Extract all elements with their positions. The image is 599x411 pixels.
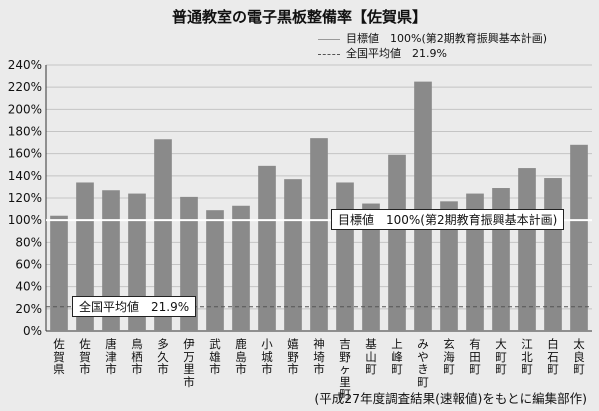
bar [232,205,250,331]
bar [544,178,562,331]
source-note: (平成27年度調査結果(速報値)をもとに編集部作) [314,391,587,406]
y-tick-label: 100% [8,213,42,227]
x-tick-label: 白石町 [547,337,559,377]
x-tick-label: 嬉野市 [287,337,299,377]
x-tick-label: 伊万里市 [183,337,195,389]
bar [388,154,406,331]
average-line-swatch [318,53,340,55]
legend-average: 全国平均値 21.9% [318,45,447,61]
bar [50,215,68,331]
average-annotation: 全国平均値 21.9% [72,296,197,317]
x-tick-label: 江北町 [521,337,533,377]
legend-target-label: 目標値 100%(第2期教育振興基本計画) [346,32,548,45]
x-tick-label: 鳥栖市 [131,337,143,377]
y-tick-label: 40% [15,280,42,294]
y-tick-label: 0% [23,324,42,338]
x-tick-label: 鹿島市 [235,337,247,377]
legend-average-label: 全国平均値 21.9% [346,47,447,60]
target-annotation: 目標値 100%(第2期教育振興基本計画) [331,209,565,230]
x-tick-label: 玄海町 [443,337,455,377]
x-tick-label: 多久市 [157,337,169,377]
x-tick-label: 武雄市 [209,337,221,377]
y-tick-label: 120% [8,191,42,205]
y-tick-label: 220% [8,80,42,94]
x-tick-label: 神埼市 [313,337,325,377]
bar [310,138,328,331]
x-tick-label: 小城市 [261,337,273,377]
bar [336,182,354,331]
y-tick-label: 20% [15,302,42,316]
y-tick-label: 160% [8,147,42,161]
bar [258,165,276,331]
x-tick-label: 基山町 [365,337,377,377]
bar [414,81,432,331]
bar [518,168,536,331]
bar [206,210,224,331]
x-tick-label: 太良町 [573,337,585,377]
x-tick-label: 佐賀県 [53,337,65,377]
bar [102,190,120,331]
legend-target: 目標値 100%(第2期教育振興基本計画) [318,30,547,46]
x-tick-label: 吉野ヶ里町 [339,337,351,402]
bar [284,179,302,331]
y-tick-label: 180% [8,125,42,139]
bar [570,144,588,331]
y-tick-label: 200% [8,102,42,116]
y-tick-label: 140% [8,169,42,183]
y-tick-label: 240% [8,58,42,72]
x-tick-label: みやき町 [417,337,429,389]
bar [362,203,380,331]
y-tick-label: 80% [15,235,42,249]
x-tick-label: 佐賀市 [79,337,91,377]
bar [440,201,458,331]
chart-title: 普通教室の電子黒板整備率【佐賀県】 [171,8,427,26]
x-tick-label: 唐津市 [105,337,117,377]
bar [154,139,172,331]
target-line-swatch [318,38,340,40]
y-tick-label: 60% [15,258,42,272]
x-tick-label: 有田町 [469,337,481,377]
x-tick-label: 上峰町 [391,337,403,377]
x-tick-label: 大町町 [495,337,507,377]
